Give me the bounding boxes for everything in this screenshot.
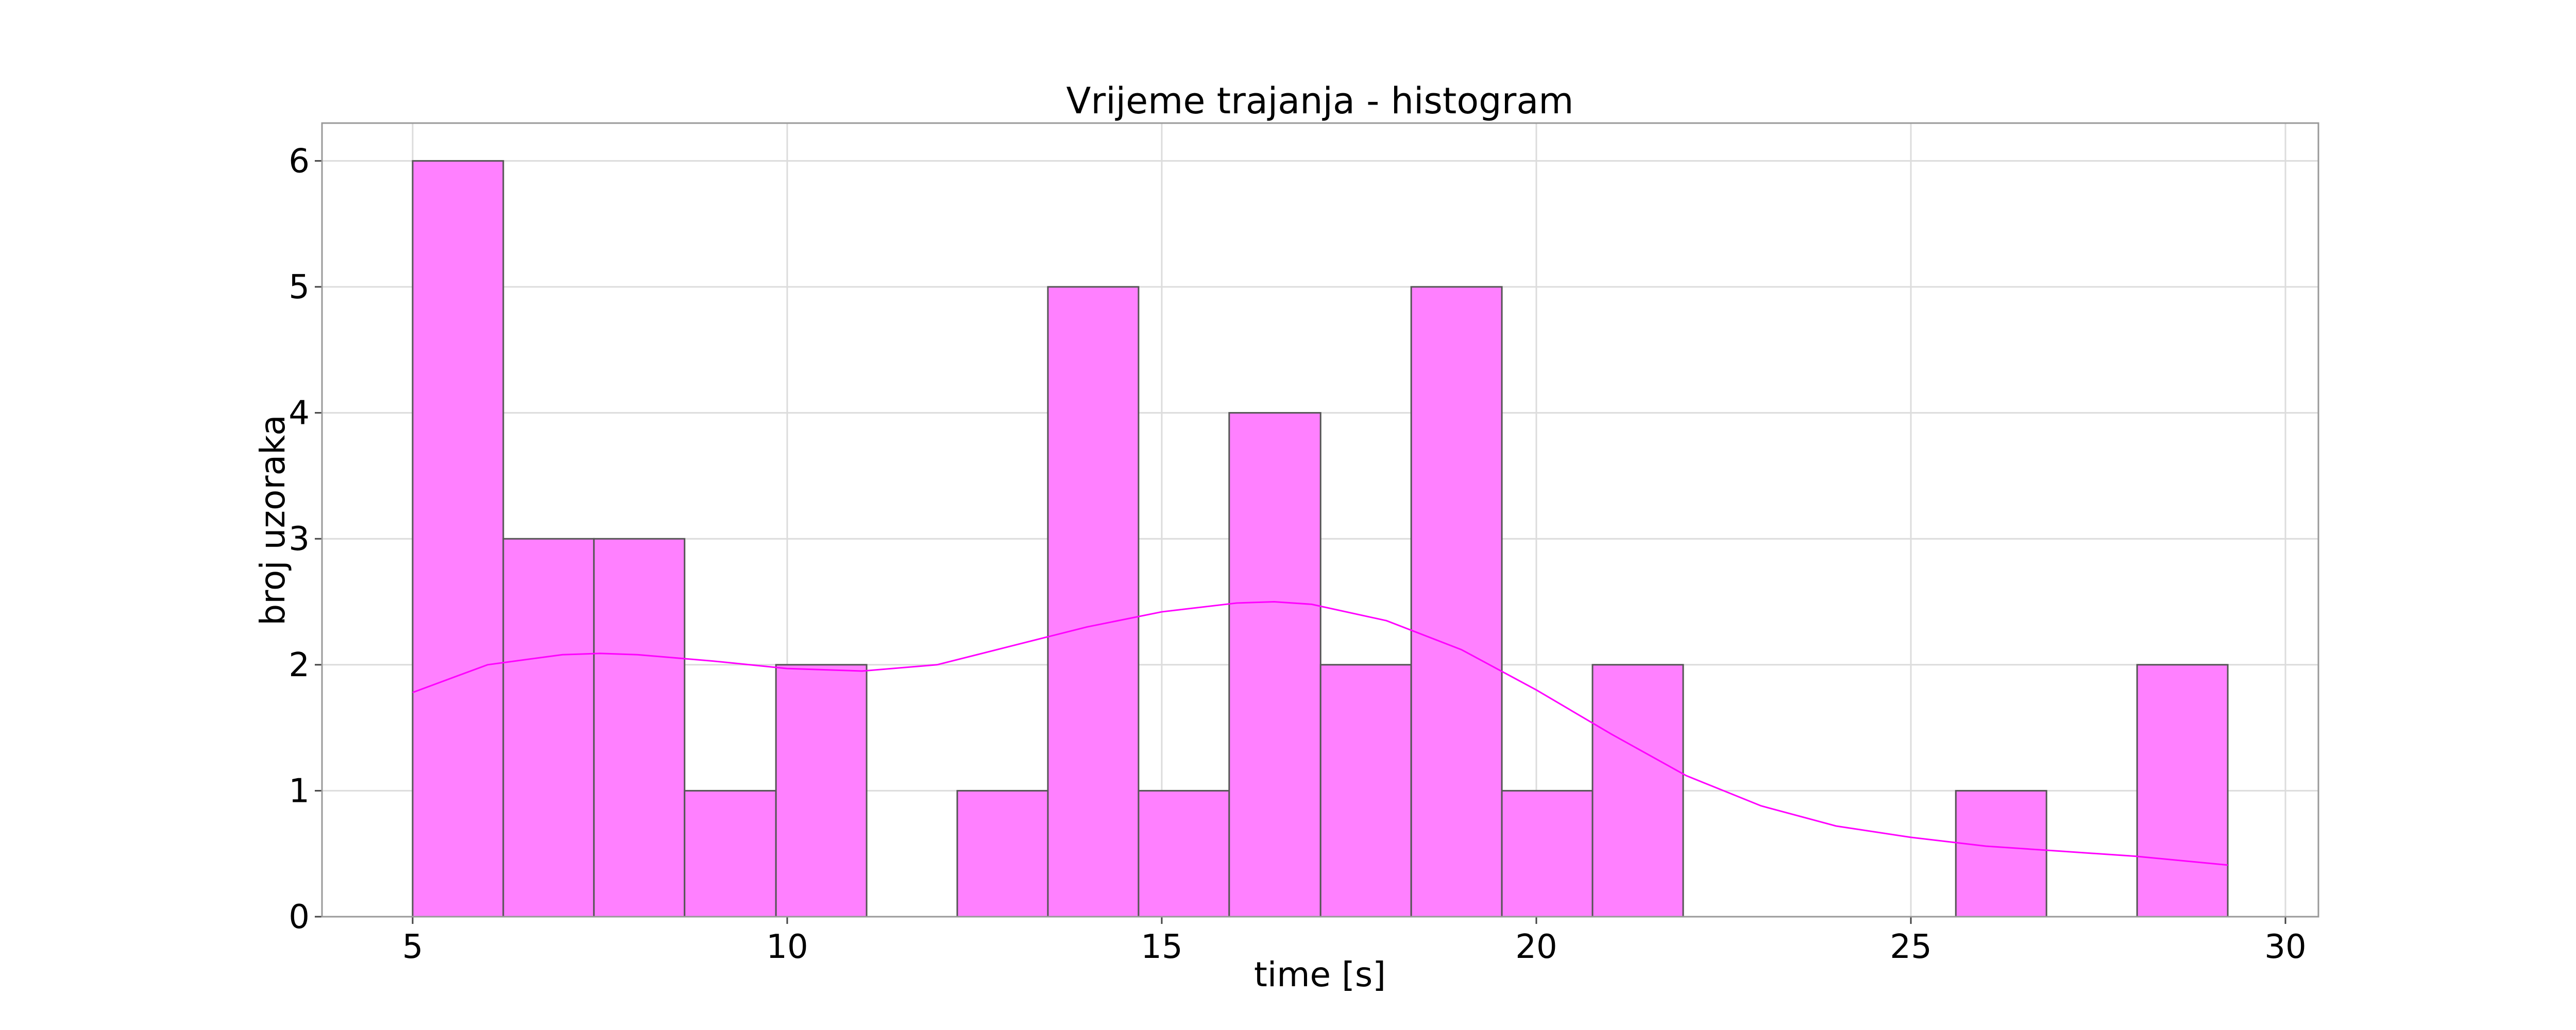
y-tick-label: 1 [289,772,310,810]
x-tick-label: 10 [766,928,808,966]
x-axis-label: time [s] [1254,955,1386,994]
plot-frame [321,122,2319,918]
x-tick-label: 25 [1890,928,1931,966]
bar [593,538,686,918]
bar [1501,789,1594,918]
y-tick-label: 5 [289,268,310,306]
bar [1410,286,1503,918]
density-line [412,600,2228,866]
x-tick-label: 30 [2264,928,2306,966]
bar [1319,664,1412,918]
x-tick-label: 20 [1515,928,1557,966]
y-tick-label: 2 [289,646,310,684]
bar [684,789,777,918]
x-tick-label: 5 [402,928,423,966]
y-tick-label: 0 [289,898,310,936]
bar [1047,286,1140,918]
y-tick-label: 3 [289,520,310,558]
bar [775,664,868,918]
bar [2136,664,2229,918]
y-tick-label: 6 [289,142,310,180]
bar [1591,664,1684,918]
y-axis-label: broj uzoraka [253,415,293,625]
x-tick-label: 15 [1141,928,1182,966]
bar [1138,789,1230,918]
bar [412,160,504,918]
bar [502,538,595,918]
y-tick-label: 4 [289,394,310,433]
bar [1228,412,1321,918]
bar [956,789,1049,918]
chart-title: Vrijeme trajanja - histogram [1066,80,1574,122]
bar [1955,789,2047,918]
